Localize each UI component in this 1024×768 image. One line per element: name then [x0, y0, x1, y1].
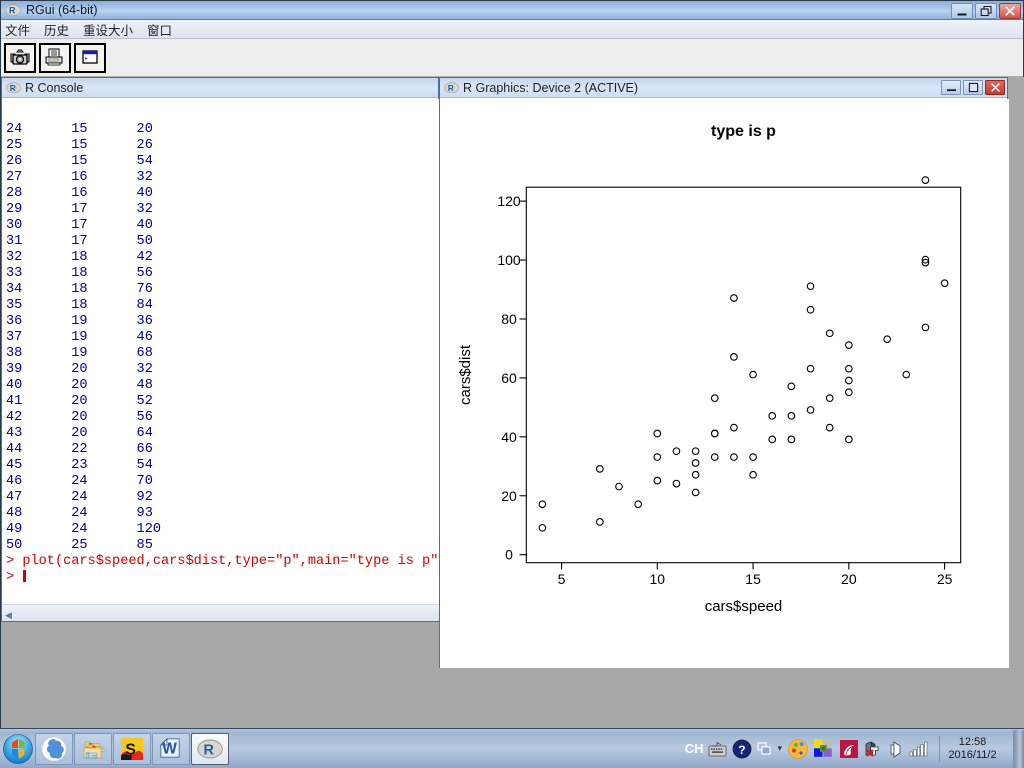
svg-text:S: S: [125, 741, 136, 758]
svg-text:20: 20: [501, 488, 517, 504]
svg-text:type is p: type is p: [711, 123, 776, 140]
svg-text:R: R: [9, 5, 16, 15]
svg-text:R: R: [10, 83, 16, 93]
svg-text:40: 40: [501, 429, 517, 445]
svg-text:R: R: [448, 83, 454, 93]
svg-text:120: 120: [497, 193, 521, 209]
svg-text:80: 80: [501, 311, 517, 327]
svg-text:cars$speed: cars$speed: [705, 598, 783, 615]
svg-text:?: ?: [739, 743, 746, 757]
svg-text:5: 5: [558, 571, 566, 587]
svg-text:W: W: [162, 740, 177, 757]
svg-text:60: 60: [501, 370, 517, 386]
svg-text:25: 25: [937, 571, 953, 587]
svg-text:10: 10: [650, 571, 666, 587]
svg-text:cars$dist: cars$dist: [457, 344, 474, 405]
svg-text:0: 0: [505, 547, 513, 563]
svg-text:20: 20: [841, 571, 857, 587]
svg-text:100: 100: [497, 252, 521, 268]
svg-text:15: 15: [745, 571, 761, 587]
svg-text:R: R: [204, 742, 215, 758]
